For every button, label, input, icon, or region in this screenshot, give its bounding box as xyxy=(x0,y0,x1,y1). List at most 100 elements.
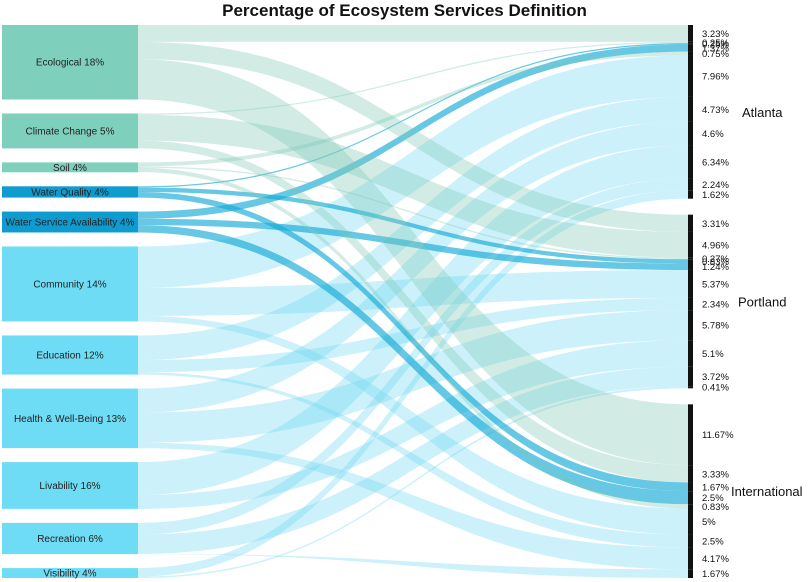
chart-title: Percentage of Ecosystem Services Definit… xyxy=(222,1,587,20)
flow-link xyxy=(138,43,688,188)
value-label: 4.6% xyxy=(702,129,724,140)
group-label: Portland xyxy=(738,295,786,310)
value-label: 2.5% xyxy=(702,537,724,548)
flow-link xyxy=(138,191,688,492)
value-label: 4.73% xyxy=(702,105,729,116)
source-node xyxy=(2,335,138,375)
flow-link xyxy=(138,96,688,361)
target-bar xyxy=(688,259,693,264)
flow-link xyxy=(138,114,688,258)
flow-link xyxy=(138,366,688,554)
value-label: 2.5% xyxy=(702,493,724,504)
flow-link xyxy=(138,442,688,570)
target-bar xyxy=(688,43,693,45)
value-label: 0.41% xyxy=(702,383,729,394)
flow-link xyxy=(138,121,688,413)
source-node xyxy=(2,211,138,233)
target-bar xyxy=(688,269,693,298)
value-label: 1.67% xyxy=(702,482,729,493)
target-bar xyxy=(688,55,693,97)
value-label: 1.37% xyxy=(702,43,729,54)
target-bar xyxy=(688,534,693,548)
target-bar xyxy=(688,297,693,311)
flow-link xyxy=(138,145,688,496)
target-bar xyxy=(688,508,693,535)
flow-link xyxy=(138,269,688,316)
source-node xyxy=(2,568,138,578)
flow-link xyxy=(138,25,688,42)
value-label: 3.23% xyxy=(702,29,729,40)
source-node xyxy=(2,246,138,322)
flow-link xyxy=(138,190,688,577)
value-label: 0.25% xyxy=(702,38,729,49)
value-label: 5.78% xyxy=(702,321,729,332)
target-bar xyxy=(688,491,693,505)
flow-link xyxy=(138,340,688,509)
target-bar xyxy=(688,340,693,367)
source-node xyxy=(2,162,138,173)
target-bar xyxy=(688,190,693,199)
source-label: Climate Change 5% xyxy=(26,126,115,137)
source-node xyxy=(2,25,138,100)
value-label: 4.17% xyxy=(702,554,729,565)
flow-link xyxy=(138,41,688,232)
links-layer xyxy=(138,25,688,578)
value-label: 3.31% xyxy=(702,219,729,230)
target-bar xyxy=(688,121,693,146)
value-label: 0.25% xyxy=(702,39,729,50)
target-bar xyxy=(688,569,693,578)
source-label: Water Service Availability 4% xyxy=(6,218,135,229)
target-bar xyxy=(688,504,693,509)
flow-link xyxy=(138,140,688,483)
group-label: Atlanta xyxy=(742,105,783,120)
source-label: Health & Well-Being 13% xyxy=(14,414,126,425)
value-label: 6.34% xyxy=(702,158,729,169)
target-bar xyxy=(688,51,693,56)
value-label: 0.83% xyxy=(702,502,729,513)
flow-link xyxy=(138,178,688,535)
target-bar xyxy=(688,41,693,44)
source-label: Recreation 6% xyxy=(37,534,103,545)
source-label: Livability 16% xyxy=(39,481,100,492)
source-node xyxy=(2,113,138,149)
flow-link xyxy=(138,167,688,509)
flow-link xyxy=(138,187,688,264)
source-node xyxy=(2,186,138,198)
nodes-layer: 3.23%0.25%0.25%1.37%0.75%7.96%4.73%4.6%6… xyxy=(2,25,803,580)
target-bar xyxy=(688,145,693,179)
value-label: 2.24% xyxy=(702,180,729,191)
flow-link xyxy=(138,372,688,548)
flow-link xyxy=(138,553,688,578)
source-node xyxy=(2,388,138,449)
flow-link xyxy=(138,386,688,578)
target-bar xyxy=(688,465,693,483)
flow-link xyxy=(138,166,688,260)
source-label: Visibility 4% xyxy=(43,569,96,580)
value-label: 11.67% xyxy=(702,430,734,441)
value-label: 5.1% xyxy=(702,349,724,360)
value-label: 0.75% xyxy=(702,49,729,60)
flow-link xyxy=(138,310,688,443)
value-label: 4.96% xyxy=(702,240,729,251)
value-label: 0.83% xyxy=(702,257,729,268)
target-bar xyxy=(688,310,693,341)
flow-link xyxy=(138,218,688,270)
target-bar xyxy=(688,178,693,191)
value-label: 1.67% xyxy=(702,569,729,580)
value-label: 3.33% xyxy=(702,469,729,480)
source-node xyxy=(2,522,138,555)
target-bar xyxy=(688,257,693,260)
source-label: Soil 4% xyxy=(53,163,87,174)
value-label: 5.37% xyxy=(702,279,729,290)
value-label: 0.27% xyxy=(702,254,729,265)
source-label: Water Quality 4% xyxy=(31,187,109,198)
flow-link xyxy=(138,297,688,373)
value-label: 1.24% xyxy=(702,262,729,273)
target-bar xyxy=(688,482,693,492)
source-label: Ecological 18% xyxy=(36,58,104,69)
target-bar xyxy=(688,44,693,52)
source-label: Community 14% xyxy=(33,279,106,290)
target-bar xyxy=(688,386,693,389)
value-label: 1.62% xyxy=(702,190,729,201)
